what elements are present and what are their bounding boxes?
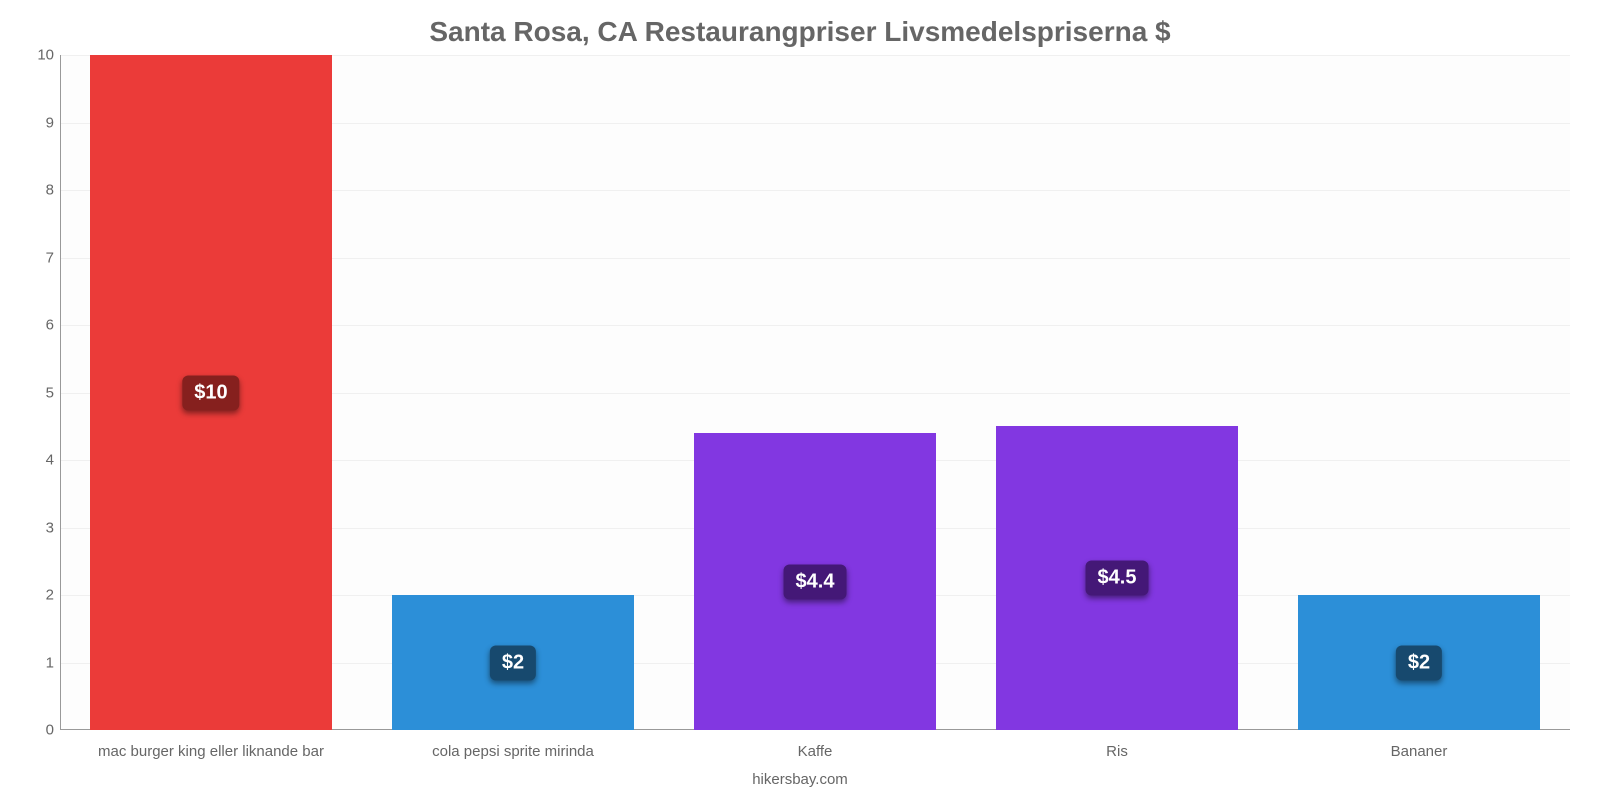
bar-slot: $4.4 [664,55,966,730]
chart-title: Santa Rosa, CA Restaurangpriser Livsmede… [20,10,1580,60]
y-tick-label: 0 [14,722,54,739]
bar: $4.5 [996,426,1238,730]
bar-slot: $4.5 [966,55,1268,730]
y-tick-label: 3 [14,519,54,536]
bar: $2 [392,595,634,730]
bar: $2 [1298,595,1540,730]
value-badge: $10 [182,375,239,410]
bar-slot: $2 [1268,55,1570,730]
y-tick-label: 9 [14,114,54,131]
value-badge: $4.5 [1086,561,1149,596]
value-badge: $4.4 [784,564,847,599]
bar-slot: $2 [362,55,664,730]
x-axis-label: cola pepsi sprite mirinda [362,735,664,760]
chart-footer: hikersbay.com [0,771,1600,788]
value-badge: $2 [490,645,536,680]
y-tick-label: 1 [14,654,54,671]
bar: $10 [90,55,332,730]
x-axis-label: mac burger king eller liknande bar [60,735,362,760]
x-axis-label: Kaffe [664,735,966,760]
x-axis-label: Ris [966,735,1268,760]
x-axis-label: Bananer [1268,735,1570,760]
bar-slot: $10 [60,55,362,730]
y-tick-label: 7 [14,249,54,266]
y-tick-label: 6 [14,317,54,334]
value-badge: $2 [1396,645,1442,680]
plot-area: $10$2$4.4$4.5$2 012345678910 [60,55,1570,730]
y-tick-label: 4 [14,452,54,469]
y-tick-label: 8 [14,182,54,199]
bar: $4.4 [694,433,936,730]
y-tick-label: 2 [14,587,54,604]
bars-group: $10 $2 $4.4 $4.5 $2 [60,55,1570,730]
chart-container: Santa Rosa, CA Restaurangpriser Livsmede… [0,0,1600,800]
y-tick-label: 5 [14,384,54,401]
y-tick-label: 10 [14,47,54,64]
x-axis-labels: mac burger king eller liknande barcola p… [60,735,1570,760]
